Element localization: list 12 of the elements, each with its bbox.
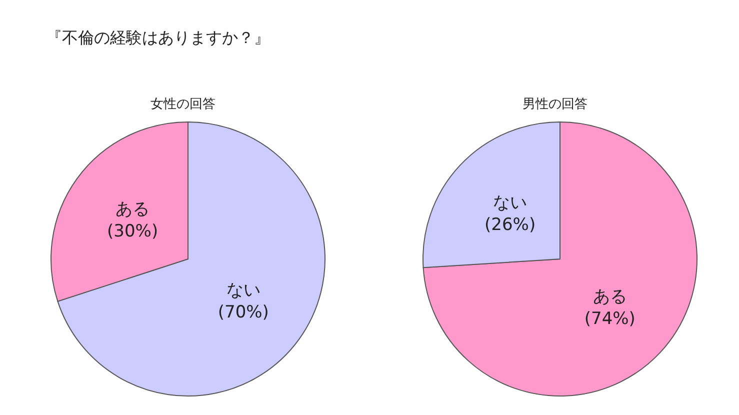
slice-label: ない: [226, 280, 260, 300]
pie-slice: [422, 122, 698, 396]
text: 『不倫の経験はありますか？』: [46, 28, 270, 49]
slice-label: ない: [493, 193, 528, 214]
slice-label: ある: [592, 286, 627, 307]
chart-title: 女性の回答: [150, 96, 216, 113]
data-label: (74%): [584, 308, 636, 329]
data-label: (70%): [218, 302, 269, 322]
slice-label: ある: [116, 200, 150, 220]
data-label: (30%): [107, 222, 158, 242]
data-label: (26%): [484, 215, 536, 236]
chart-title: 男性の回答: [522, 96, 588, 113]
